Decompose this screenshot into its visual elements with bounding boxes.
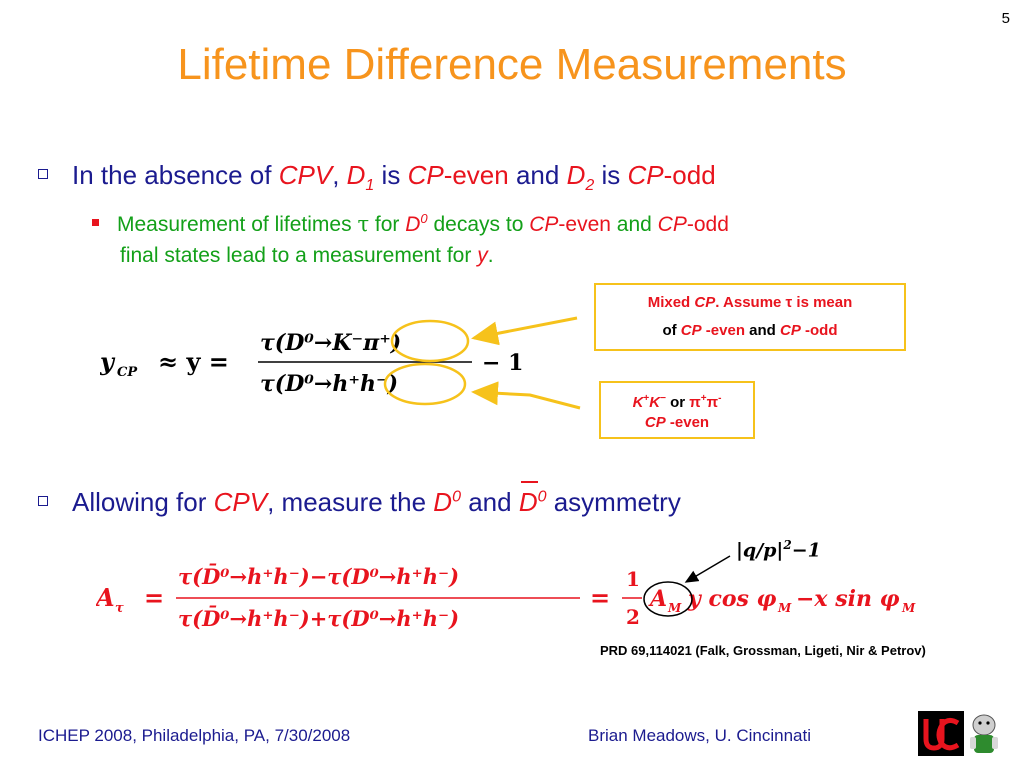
arrow-to-kpi bbox=[471, 316, 578, 346]
highlight-circle-kpi bbox=[390, 319, 470, 363]
equation1-denominator: τ(D⁰→h⁺h⁻) bbox=[260, 371, 398, 397]
svg-text:=: = bbox=[144, 583, 164, 612]
svg-text:1: 1 bbox=[626, 567, 640, 591]
arrow-to-am bbox=[684, 555, 731, 583]
equation-asymmetry: A τ = τ(D̄⁰→h⁺h⁻)−τ(D⁰→h⁺h⁻) τ(D̄⁰→h⁺h⁻)… bbox=[96, 564, 916, 631]
d-bar-symbol: D bbox=[518, 481, 538, 517]
uc-bearcat-logo-icon bbox=[918, 711, 998, 756]
svg-text:≈ y =: ≈ y = bbox=[158, 347, 229, 376]
footer-conference: ICHEP 2008, Philadelphia, PA, 7/30/2008 bbox=[38, 726, 351, 745]
annotation-cp-even-modes: K+K− or π+π- CP -even bbox=[599, 381, 755, 439]
highlight-circle-hh bbox=[383, 362, 467, 406]
filled-square-bullet-icon bbox=[92, 218, 99, 226]
svg-text:A: A bbox=[648, 586, 667, 612]
arrow-to-hh bbox=[471, 381, 581, 410]
bullet-absence-cpv: In the absence of CPV, D1 is CP-even and… bbox=[38, 160, 716, 195]
footer-author: Brian Meadows, U. Cincinnati bbox=[588, 726, 811, 745]
bullet-allowing-cpv: Allowing for CPV, measure the D0 and D0 … bbox=[38, 481, 681, 518]
highlight-circle-am bbox=[643, 581, 693, 617]
svg-text:y: y bbox=[100, 347, 116, 376]
svg-text:− 1: − 1 bbox=[482, 350, 523, 376]
hollow-square-bullet-icon bbox=[38, 496, 48, 507]
annotation-mixed-cp: Mixed CP. Assume τ is mean of CP -even a… bbox=[594, 283, 906, 351]
svg-text:y cos φ: y cos φ bbox=[687, 586, 777, 612]
svg-text:M: M bbox=[901, 601, 916, 615]
equation-ycp: y CP ≈ y = τ(D⁰→K⁻π⁺) τ(D⁰→h⁺h⁻) − 1 bbox=[100, 319, 523, 406]
svg-text:M: M bbox=[777, 601, 792, 615]
hollow-square-bullet-icon bbox=[38, 169, 48, 180]
svg-text:M: M bbox=[667, 601, 682, 615]
svg-text:τ: τ bbox=[115, 601, 124, 616]
svg-text:−x sin φ: −x sin φ bbox=[796, 586, 900, 612]
slide-title: Lifetime Difference Measurements bbox=[177, 40, 847, 89]
am-definition-label: |q/p|2−1 bbox=[736, 538, 821, 562]
equation2-denominator: τ(D̄⁰→h⁺h⁻)+τ(D⁰→h⁺h⁻) bbox=[178, 606, 459, 631]
svg-text:A: A bbox=[96, 583, 115, 612]
svg-text:=: = bbox=[590, 583, 610, 612]
equation1-numerator: τ(D⁰→K⁻π⁺) bbox=[260, 330, 401, 356]
reference-citation: PRD 69,114021 (Falk, Grossman, Ligeti, N… bbox=[600, 643, 926, 658]
equation2-numerator: τ(D̄⁰→h⁺h⁻)−τ(D⁰→h⁺h⁻) bbox=[178, 564, 459, 589]
svg-text:2: 2 bbox=[626, 605, 640, 629]
subbullet-lifetime-measurement: Measurement of lifetimes τ for D0 decays… bbox=[92, 203, 972, 271]
slide-number: 5 bbox=[1001, 10, 1010, 27]
svg-text:CP: CP bbox=[117, 365, 138, 380]
